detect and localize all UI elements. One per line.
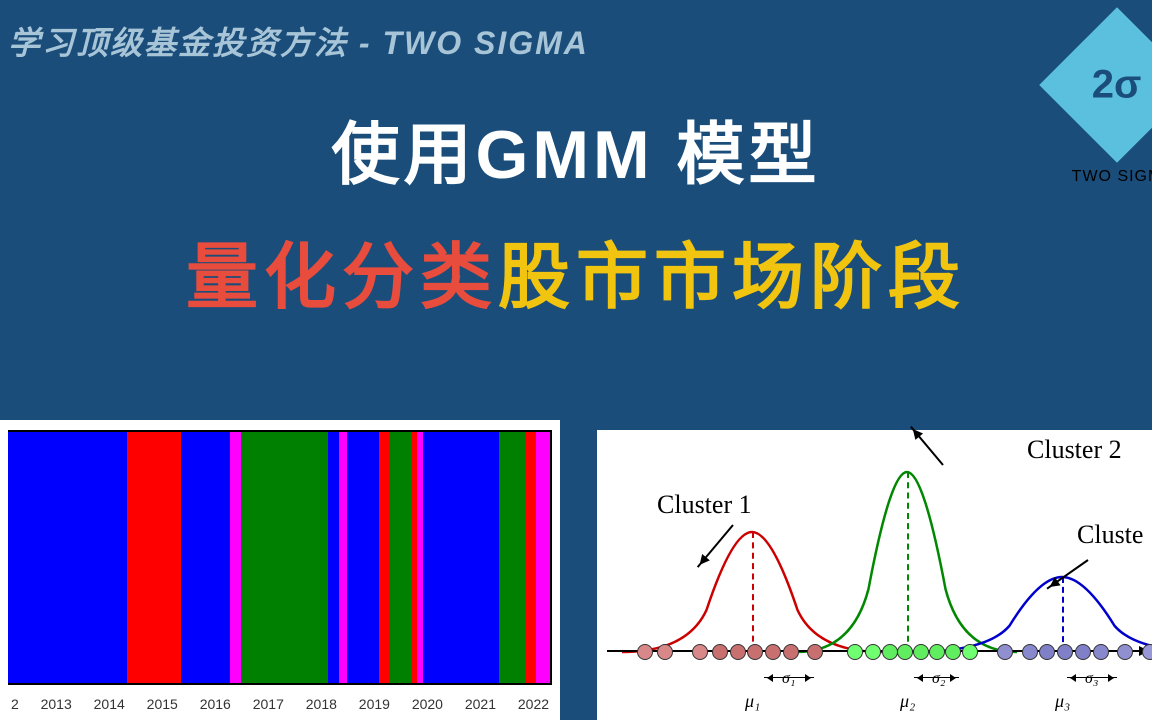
cluster-label: Cluster 1 (657, 490, 752, 520)
regime-segment (127, 432, 181, 683)
cluster-label: Cluste (1077, 520, 1143, 550)
regime-segment (241, 432, 328, 683)
data-point (1039, 644, 1055, 660)
gaussian-curves (597, 452, 1152, 652)
data-point (1142, 644, 1152, 660)
regime-segment (230, 432, 241, 683)
mean-line (907, 472, 909, 652)
sigma-label: σ₁ (782, 670, 795, 688)
mean-line (1062, 577, 1064, 652)
x-tick-label: 2019 (359, 696, 390, 712)
x-tick-label: 2016 (200, 696, 231, 712)
regime-segment (526, 432, 537, 683)
regime-segment (536, 432, 550, 683)
x-tick-label: 2017 (253, 696, 284, 712)
regime-segment (328, 432, 339, 683)
sigma-arrow (764, 677, 814, 678)
data-point (783, 644, 799, 660)
sigma-label: σ₂ (932, 670, 945, 688)
data-point (1057, 644, 1073, 660)
title-yellow: 股市市场阶段 (498, 238, 966, 318)
chart-x-axis: 2 2013 2014 2015 2016 2017 2018 2019 2020 2021 202… (0, 696, 560, 712)
regime-segment (423, 432, 499, 683)
regime-segment (339, 432, 347, 683)
logo-subtitle: TWO SIGM (1062, 168, 1152, 186)
data-point (1075, 644, 1091, 660)
x-tick-label: 2021 (465, 696, 496, 712)
data-point (1022, 644, 1038, 660)
data-point (747, 644, 763, 660)
data-point (807, 644, 823, 660)
x-tick-label: 2020 (412, 696, 443, 712)
sigma-arrow (914, 677, 959, 678)
data-point (730, 644, 746, 660)
data-point (962, 644, 978, 660)
title-line2: 量化分类股市市场阶段 (0, 218, 1152, 323)
regime-segment (390, 432, 412, 683)
data-point (865, 644, 881, 660)
data-point (637, 644, 653, 660)
logo-symbol: 2σ (1092, 62, 1142, 107)
x-tick-label: 2015 (147, 696, 178, 712)
title-line1: 使用GMM 模型 (0, 99, 1152, 198)
data-point (847, 644, 863, 660)
x-tick-label: 2 (11, 696, 19, 712)
cluster-diagram: Cluster 1 Cluster 2 Cluste μ₁ μ₂ μ₃ σ₁ σ₂ σ₃ (597, 430, 1152, 720)
data-point (929, 644, 945, 660)
x-tick-label: 2018 (306, 696, 337, 712)
sigma-arrow (1067, 677, 1117, 678)
chart-plot-area (8, 430, 552, 685)
regime-segment (499, 432, 526, 683)
cluster-label: Cluster 2 (1027, 435, 1122, 465)
data-point (1093, 644, 1109, 660)
data-point (897, 644, 913, 660)
x-tick-label: 2013 (41, 696, 72, 712)
two-sigma-logo: 2σ TWO SIGM (1062, 30, 1152, 186)
data-point (712, 644, 728, 660)
data-point (657, 644, 673, 660)
sigma-label: σ₃ (1085, 670, 1098, 688)
data-point (945, 644, 961, 660)
data-point (882, 644, 898, 660)
data-point (913, 644, 929, 660)
x-tick-label: 2022 (518, 696, 549, 712)
regime-segment (8, 432, 127, 683)
mu-label: μ₁ (745, 691, 760, 712)
mean-line (752, 532, 754, 652)
mu-label: μ₃ (1055, 691, 1070, 712)
regime-segment (181, 432, 230, 683)
regime-segment (379, 432, 390, 683)
data-point (765, 644, 781, 660)
regime-segment (347, 432, 380, 683)
title-red: 量化分类 (186, 238, 498, 318)
page-header: 学习顶级基金投资方法 - TWO SIGMA (0, 0, 1152, 64)
data-point (692, 644, 708, 660)
regime-chart: 2 2013 2014 2015 2016 2017 2018 2019 2020 2021 202… (0, 420, 560, 720)
x-tick-label: 2014 (94, 696, 125, 712)
data-point (1117, 644, 1133, 660)
mu-label: μ₂ (900, 691, 915, 712)
data-point (997, 644, 1013, 660)
